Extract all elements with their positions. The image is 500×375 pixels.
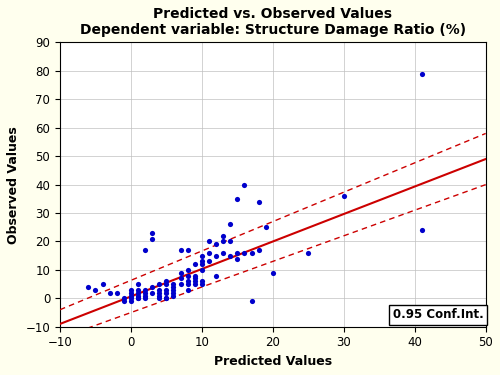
Point: [219, 233, 227, 239]
Point: [198, 278, 206, 284]
Point: [162, 278, 170, 284]
Y-axis label: Observed Values: Observed Values: [7, 126, 20, 243]
Point: [184, 247, 192, 253]
Point: [184, 273, 192, 279]
Point: [205, 238, 213, 244]
Point: [234, 255, 241, 261]
Point: [219, 238, 227, 244]
Point: [254, 247, 262, 253]
Point: [226, 238, 234, 244]
Point: [148, 230, 156, 236]
Point: [141, 247, 149, 253]
Point: [198, 267, 206, 273]
Point: [170, 292, 177, 298]
Point: [184, 281, 192, 287]
Point: [84, 284, 92, 290]
Point: [162, 290, 170, 296]
Point: [205, 258, 213, 264]
Point: [198, 261, 206, 267]
Point: [98, 281, 106, 287]
Point: [134, 296, 142, 302]
Point: [162, 287, 170, 293]
Point: [240, 182, 248, 188]
Point: [156, 296, 164, 302]
Point: [191, 276, 199, 282]
Point: [156, 281, 164, 287]
Point: [162, 296, 170, 302]
Point: [170, 284, 177, 290]
Point: [127, 298, 135, 304]
Point: [106, 290, 114, 296]
Point: [418, 71, 426, 77]
Point: [134, 296, 142, 302]
Point: [184, 287, 192, 293]
Point: [127, 290, 135, 296]
Point: [176, 276, 184, 282]
Point: [248, 298, 256, 304]
Point: [141, 292, 149, 298]
Point: [191, 281, 199, 287]
Point: [184, 267, 192, 273]
Point: [176, 270, 184, 276]
Point: [248, 250, 256, 256]
Point: [191, 261, 199, 267]
Point: [191, 278, 199, 284]
Point: [198, 253, 206, 259]
Point: [254, 199, 262, 205]
Point: [162, 281, 170, 287]
Point: [170, 281, 177, 287]
Point: [127, 292, 135, 298]
Text: 0.95 Conf.Int.: 0.95 Conf.Int.: [393, 308, 484, 321]
Point: [219, 250, 227, 256]
Point: [205, 250, 213, 256]
Point: [198, 281, 206, 287]
Point: [262, 224, 270, 230]
Point: [234, 250, 241, 256]
Point: [191, 273, 199, 279]
Point: [156, 292, 164, 298]
Point: [112, 290, 120, 296]
Point: [418, 227, 426, 233]
Point: [148, 284, 156, 290]
Point: [156, 287, 164, 293]
Point: [226, 253, 234, 259]
Point: [120, 296, 128, 302]
Point: [234, 196, 241, 202]
Point: [148, 290, 156, 296]
Point: [148, 236, 156, 242]
Point: [269, 270, 277, 276]
Point: [304, 250, 312, 256]
Point: [340, 193, 348, 199]
Point: [141, 296, 149, 302]
Point: [134, 290, 142, 296]
Point: [212, 273, 220, 279]
Point: [134, 292, 142, 298]
Point: [127, 287, 135, 293]
Point: [162, 296, 170, 302]
Point: [184, 278, 192, 284]
Point: [226, 221, 234, 227]
Point: [212, 242, 220, 248]
Point: [156, 290, 164, 296]
Point: [134, 281, 142, 287]
Point: [170, 290, 177, 296]
Point: [134, 287, 142, 293]
Point: [170, 287, 177, 293]
Point: [120, 298, 128, 304]
Point: [176, 247, 184, 253]
Point: [127, 296, 135, 302]
Point: [212, 253, 220, 259]
Point: [141, 287, 149, 293]
Point: [141, 290, 149, 296]
Point: [198, 258, 206, 264]
Point: [176, 281, 184, 287]
Title: Predicted vs. Observed Values
Dependent variable: Structure Damage Ratio (%): Predicted vs. Observed Values Dependent …: [80, 7, 466, 37]
Point: [92, 287, 100, 293]
Point: [240, 250, 248, 256]
X-axis label: Predicted Values: Predicted Values: [214, 355, 332, 368]
